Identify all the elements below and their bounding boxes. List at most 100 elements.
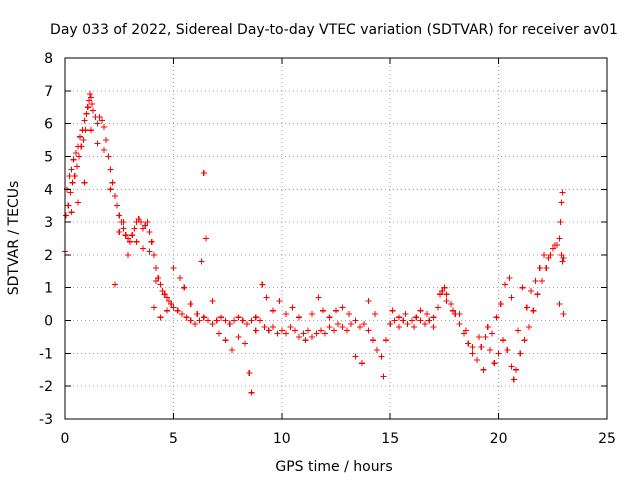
data-point xyxy=(369,337,376,344)
x-tick-label: 25 xyxy=(598,431,616,447)
chart-title: Day 033 of 2022, Sidereal Day-to-day VTE… xyxy=(50,22,618,38)
data-point xyxy=(192,320,199,327)
data-point xyxy=(309,333,316,340)
data-point xyxy=(437,291,444,298)
data-point xyxy=(352,353,359,360)
data-point xyxy=(196,317,203,324)
data-point xyxy=(434,304,441,311)
data-point xyxy=(107,166,114,173)
data-point xyxy=(443,291,450,298)
data-point xyxy=(395,314,402,321)
data-point xyxy=(90,107,97,114)
data-point xyxy=(71,173,78,180)
data-point xyxy=(463,327,470,334)
data-point xyxy=(96,114,103,121)
data-point xyxy=(122,232,129,239)
data-point xyxy=(246,370,253,377)
y-tick-label: 2 xyxy=(44,248,53,264)
data-point xyxy=(411,324,418,331)
data-point xyxy=(88,127,95,134)
data-point xyxy=(213,317,220,324)
data-point xyxy=(153,278,160,285)
data-point xyxy=(523,304,530,311)
data-point xyxy=(67,189,74,196)
data-point xyxy=(495,350,502,357)
data-point xyxy=(181,284,188,291)
data-point xyxy=(168,301,175,308)
data-point xyxy=(153,265,160,272)
data-point xyxy=(263,294,270,301)
data-point xyxy=(504,347,511,354)
data-point xyxy=(200,169,207,176)
data-point xyxy=(476,333,483,340)
y-tick-label: 8 xyxy=(44,51,53,67)
y-tick-label: -3 xyxy=(39,412,53,428)
data-point xyxy=(538,278,545,285)
data-point xyxy=(359,360,366,367)
data-point xyxy=(456,310,463,317)
data-point xyxy=(76,153,83,160)
data-point xyxy=(150,304,157,311)
data-point xyxy=(480,366,487,373)
data-point xyxy=(287,324,294,331)
data-point xyxy=(259,281,266,288)
y-axis-label: SDTVAR / TECUs xyxy=(6,181,22,296)
data-point xyxy=(66,173,73,180)
data-point xyxy=(380,373,387,380)
data-point xyxy=(88,94,95,101)
data-point xyxy=(426,317,433,324)
data-point xyxy=(218,314,225,321)
data-point xyxy=(541,251,548,258)
data-point xyxy=(226,320,233,327)
data-point xyxy=(534,291,541,298)
data-point xyxy=(556,235,563,242)
data-point xyxy=(103,137,110,144)
data-point xyxy=(430,314,437,321)
data-point xyxy=(133,238,140,245)
plot-frame xyxy=(64,57,608,420)
data-point xyxy=(146,248,153,255)
data-point xyxy=(265,327,272,334)
data-point xyxy=(257,317,264,324)
y-tick-label: 1 xyxy=(44,281,53,297)
data-point xyxy=(179,310,186,317)
data-point xyxy=(163,294,170,301)
data-point xyxy=(111,281,118,288)
x-tick-label: 0 xyxy=(61,431,70,447)
data-point xyxy=(144,219,151,226)
data-point xyxy=(465,340,472,347)
data-point xyxy=(413,314,420,321)
x-tick-label: 15 xyxy=(381,431,399,447)
data-point xyxy=(289,304,296,311)
data-point xyxy=(317,327,324,334)
data-point xyxy=(304,327,311,334)
data-point xyxy=(387,320,394,327)
data-point xyxy=(120,219,127,226)
data-point xyxy=(549,245,556,252)
data-point xyxy=(296,314,303,321)
data-point xyxy=(421,320,428,327)
data-point xyxy=(107,186,114,193)
data-point xyxy=(489,330,496,337)
data-point xyxy=(228,347,235,354)
data-point xyxy=(159,288,166,295)
data-point xyxy=(82,127,89,134)
data-point xyxy=(510,376,517,383)
data-point xyxy=(558,199,565,206)
data-point xyxy=(116,228,123,235)
data-point xyxy=(105,153,112,160)
data-point xyxy=(231,317,238,324)
data-point xyxy=(137,219,144,226)
data-point xyxy=(72,150,79,157)
data-point xyxy=(205,317,212,324)
data-point xyxy=(176,274,183,281)
data-point xyxy=(443,297,450,304)
data-point xyxy=(460,330,467,337)
data-point xyxy=(89,100,96,107)
data-point xyxy=(473,356,480,363)
axes xyxy=(64,57,608,420)
data-point xyxy=(85,97,92,104)
data-point xyxy=(194,310,201,317)
data-point xyxy=(81,179,88,186)
